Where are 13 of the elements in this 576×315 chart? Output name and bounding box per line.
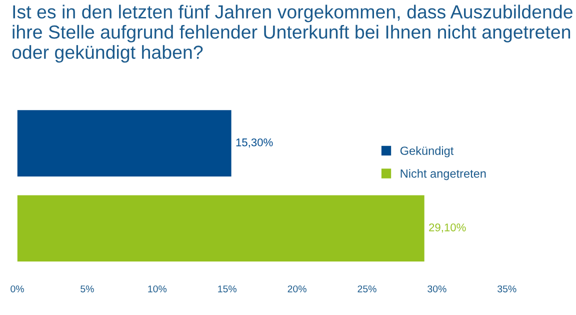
x-tick-label: 15% bbox=[218, 286, 236, 292]
x-tick-label: 35% bbox=[498, 285, 516, 292]
legend-label: Nicht angetreten bbox=[400, 169, 486, 180]
x-tick-label: 5% bbox=[80, 286, 94, 292]
x-tick-label: 10% bbox=[148, 285, 167, 292]
x-tick-label: 30% bbox=[428, 285, 446, 292]
legend-label: Gekündigt bbox=[400, 146, 454, 158]
data-label: 15,30% bbox=[236, 138, 273, 148]
x-tick-label: 25% bbox=[358, 285, 376, 292]
x-tick-label: 0% bbox=[10, 285, 24, 292]
chart-title: Ist es in den letzten fünf Jahren vorgekommen, dass Auszubildende ihre Stelle aufgrund fehlender Unterkunft bei Ihnen nicht angetreten oder gekündigt haben? bbox=[12, 4, 572, 63]
data-label: 29,10% bbox=[429, 223, 466, 233]
x-tick-label: 20% bbox=[288, 285, 306, 292]
